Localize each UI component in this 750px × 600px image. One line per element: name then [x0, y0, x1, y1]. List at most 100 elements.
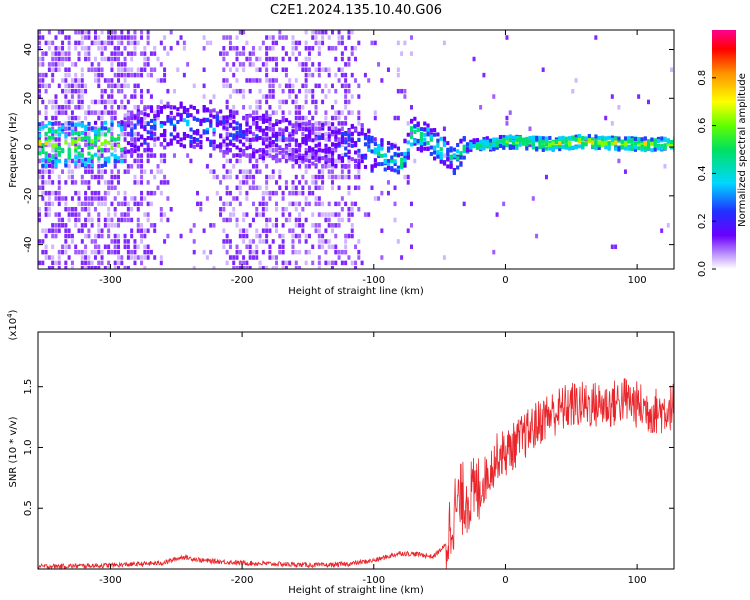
- spectrogram-cell: [222, 119, 226, 124]
- spectrogram-cell: [57, 196, 61, 201]
- spectrogram-cell: [222, 83, 226, 89]
- spectrogram-cell: [409, 134, 414, 139]
- spectrogram-cell: [74, 206, 78, 212]
- spectrogram-cell: [670, 67, 674, 72]
- spectrogram-cell: [251, 148, 256, 153]
- spectrogram-cell: [268, 78, 272, 83]
- spectrogram-cell: [284, 126, 289, 131]
- spectrogram-cell: [117, 201, 121, 207]
- spectrogram-cell: [84, 56, 88, 62]
- spectrogram-cell: [232, 114, 236, 119]
- spectrogram-cell: [370, 139, 374, 144]
- spectrogram-cell: [251, 137, 255, 142]
- spectrogram-cell: [133, 131, 137, 137]
- spectrogram-cell: [80, 239, 84, 244]
- spectrogram-cell: [647, 143, 651, 148]
- spectrogram-cell: [248, 158, 252, 164]
- spectrogram-cell: [242, 62, 246, 67]
- spectrogram-cell: [354, 158, 358, 164]
- spectrogram-cell: [535, 233, 539, 239]
- spectrogram-cell: [149, 72, 153, 78]
- spectrogram-cell: [340, 131, 345, 136]
- spectrogram-cell: [301, 131, 305, 137]
- spectrogram-cell: [146, 40, 150, 46]
- spectrogram-cell: [156, 78, 160, 83]
- spectrogram-cell: [140, 164, 144, 169]
- spectrogram-cell: [439, 156, 443, 161]
- spectrogram-cell: [107, 190, 111, 196]
- spectrogram-cell: [97, 78, 101, 83]
- spectrogram-cell: [70, 88, 74, 94]
- spectrogram-cell: [67, 72, 71, 78]
- spectrogram-cell: [327, 217, 331, 223]
- spectrogram-cell: [117, 88, 121, 94]
- spectrogram-cell: [340, 83, 344, 89]
- spectrogram-cell: [321, 156, 325, 161]
- spectrogram-cell: [107, 140, 111, 145]
- spectrogram-cell: [80, 40, 84, 46]
- spectrogram-cell: [502, 137, 506, 142]
- spectrogram-cell: [265, 99, 269, 105]
- spectrogram-cell: [485, 144, 489, 149]
- spectrogram-cell: [340, 121, 344, 126]
- spectrogram-cell: [584, 136, 588, 141]
- spectrogram-cell: [44, 124, 48, 129]
- spectrogram-cell: [110, 105, 114, 110]
- spectrogram-cell: [515, 146, 519, 151]
- spectrogram-cell: [38, 46, 41, 51]
- spectrogram-cell: [74, 137, 78, 142]
- spectrogram-cell: [298, 88, 302, 94]
- spectrogram-cell: [100, 131, 104, 137]
- spectrogram-cell: [248, 51, 252, 56]
- spectrogram-cell: [38, 151, 42, 156]
- spectrogram-cell: [255, 233, 259, 239]
- spectrogram-cell: [97, 190, 101, 196]
- spectrogram-cell: [235, 67, 239, 72]
- spectrogram-cell: [84, 88, 88, 94]
- spectrogram-cell: [344, 137, 348, 142]
- spectrogram-cell: [271, 147, 275, 153]
- spectrogram-cell: [67, 244, 71, 250]
- spectrogram-cell: [123, 149, 127, 154]
- spectrogram-cell: [130, 115, 134, 121]
- spectrogram-cell: [409, 142, 414, 147]
- spectrogram-cell: [38, 137, 41, 142]
- spectrogram-cell: [130, 51, 134, 56]
- spectrogram-cell: [498, 139, 503, 144]
- spectrogram-cell: [146, 121, 150, 126]
- spectrogram-cell: [340, 51, 344, 56]
- spectrogram-cell: [301, 62, 305, 67]
- spectrogram-cell: [238, 30, 242, 35]
- spectrogram-cell: [275, 56, 279, 62]
- spectrogram-cell: [97, 180, 101, 185]
- spectrogram-cell: [77, 40, 81, 46]
- spectrogram-cell: [232, 196, 236, 201]
- spectrogram-cell: [340, 140, 345, 145]
- spectrogram-cell: [400, 255, 404, 260]
- spectrogram-cell: [485, 142, 489, 147]
- spectrogram-cell: [301, 105, 305, 110]
- spectrogram-cell: [219, 142, 223, 147]
- spectrogram-cell: [77, 131, 81, 136]
- spectrogram-cell: [64, 223, 68, 228]
- spectrogram-cell: [298, 147, 302, 153]
- spectrogram-cell: [307, 130, 312, 135]
- spectrogram-cell: [140, 117, 144, 122]
- spectrogram-cell: [166, 180, 170, 185]
- spectrogram-cell: [334, 99, 338, 105]
- spectrogram-cell: [307, 137, 311, 142]
- spectrogram-cell: [298, 115, 302, 121]
- spectrogram-cell: [117, 40, 121, 46]
- spectrogram-cell: [261, 249, 265, 255]
- spectrogram-cell: [140, 94, 144, 99]
- spectrogram-cell: [38, 206, 41, 212]
- spectrogram-cell: [166, 233, 170, 239]
- spectrogram-cell: [44, 105, 48, 110]
- spectrogram-cell: [70, 158, 74, 164]
- spectrogram-cell: [515, 135, 519, 140]
- spectrogram-cell: [110, 249, 114, 255]
- spectrogram-cell: [245, 117, 249, 122]
- spectrogram-cell: [439, 136, 443, 141]
- spectrogram-cell: [41, 260, 45, 266]
- spectrogram-cell: [146, 249, 150, 255]
